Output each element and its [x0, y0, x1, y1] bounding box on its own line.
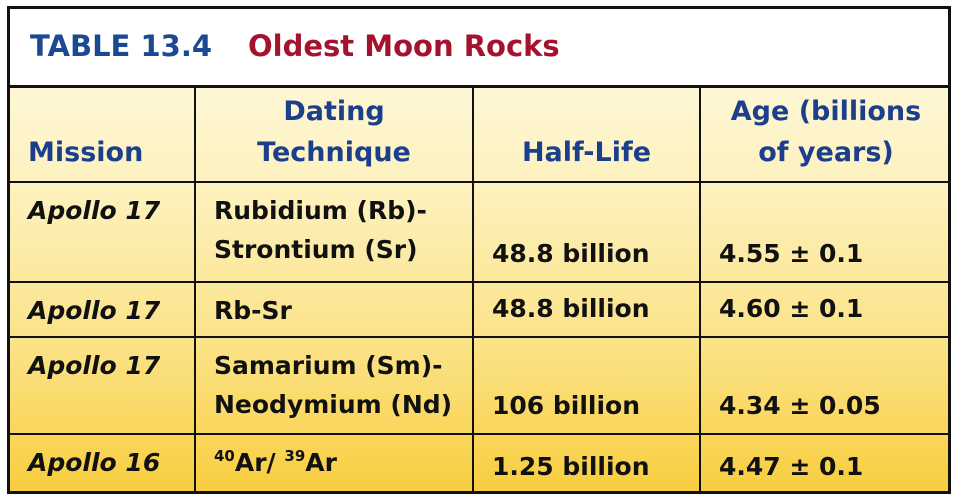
- cell-line: 1.25 billion: [492, 452, 650, 481]
- table-frame: TABLE 13.4 Oldest Moon Rocks Mission Dati…: [7, 6, 951, 494]
- table-cell: Apollo 17: [10, 183, 196, 283]
- cell-line: Neodymium (Nd): [214, 390, 453, 419]
- table-cell: Apollo 17: [10, 283, 196, 338]
- cell-line: Strontium (Sr): [214, 235, 418, 264]
- cell-line: Apollo 16: [28, 448, 161, 477]
- cell-line: Apollo 17: [28, 296, 161, 325]
- cell-line: Mission: [28, 137, 144, 168]
- table-cell: Rb-Sr: [196, 283, 474, 338]
- header-cell: Age (billions of years): [701, 88, 948, 183]
- table-cell: 4.34 ± 0.05: [701, 338, 948, 435]
- cell-line: Apollo 17: [28, 196, 161, 225]
- table-cell: Rubidium (Rb)- Strontium (Sr): [196, 183, 474, 283]
- table-cell: 4.55 ± 0.1: [701, 183, 948, 283]
- table-label: TABLE 13.4: [30, 29, 213, 63]
- table-cell: 4.60 ± 0.1: [701, 283, 948, 338]
- cell-line: 40Ar/ 39Ar: [214, 443, 454, 482]
- cell-line: of years): [758, 137, 894, 168]
- header-cell: Dating Technique: [196, 88, 474, 183]
- table-title: Oldest Moon Rocks: [248, 29, 560, 63]
- cell-line: 48.8 billion: [492, 239, 650, 268]
- header-cell: Mission: [10, 88, 196, 183]
- superscript: 39: [284, 447, 306, 465]
- cell-line: Technique: [257, 137, 411, 168]
- table-cell: Apollo 16: [10, 435, 196, 491]
- cell-line: Samarium (Sm)-: [214, 351, 443, 380]
- table-cell: 40Ar/ 39Ar: [196, 435, 474, 491]
- cell-line: Rb-Sr: [214, 296, 292, 325]
- table-cell: 48.8 billion: [474, 183, 701, 283]
- cell-line: Rubidium (Rb)-: [214, 196, 427, 225]
- text: Ar/: [234, 448, 285, 477]
- cell-line: 4.47 ± 0.1: [719, 452, 864, 481]
- header-cell: Half-Life: [474, 88, 701, 183]
- table-cell: 1.25 billion: [474, 435, 701, 491]
- superscript: 40: [214, 447, 235, 465]
- cell-line: 4.55 ± 0.1: [719, 239, 864, 268]
- table-cell: Apollo 17: [10, 338, 196, 435]
- text: Ar: [305, 448, 337, 477]
- table-cell: Samarium (Sm)- Neodymium (Nd): [196, 338, 474, 435]
- cell-line: 4.60 ± 0.1: [719, 294, 864, 323]
- table-cell: 106 billion: [474, 338, 701, 435]
- cell-line: Dating: [283, 96, 385, 127]
- cell-line: Age (billions: [730, 96, 922, 127]
- cell-line: Half-Life: [521, 137, 652, 168]
- cell-line: Apollo 17: [28, 351, 161, 380]
- cell-line: 4.34 ± 0.05: [719, 391, 881, 420]
- title-bar: TABLE 13.4 Oldest Moon Rocks: [10, 9, 948, 88]
- table-cell: 4.47 ± 0.1: [701, 435, 948, 491]
- cell-line: 48.8 billion: [492, 294, 650, 323]
- cell-line: 106 billion: [492, 391, 641, 420]
- table-cell: 48.8 billion: [474, 283, 701, 338]
